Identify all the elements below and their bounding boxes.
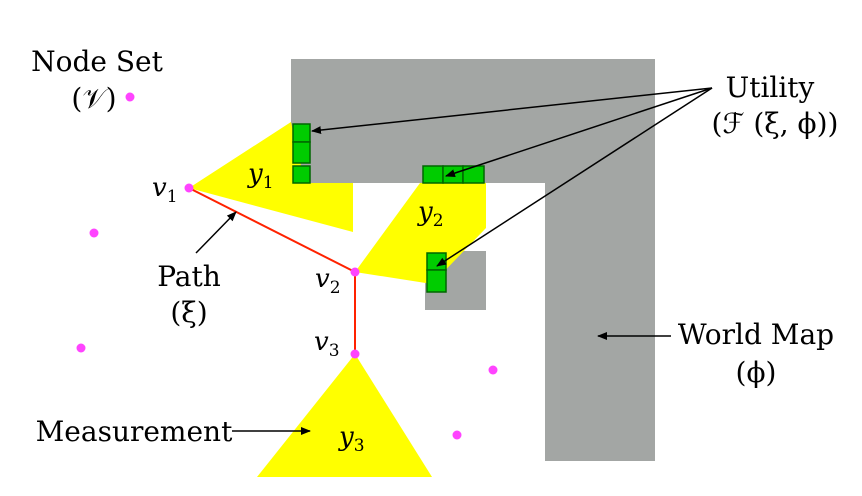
utility-cell — [292, 141, 311, 164]
path-symbol: (ξ) — [170, 296, 207, 329]
measurement-y1-region — [189, 122, 353, 232]
utility-arrow — [445, 87, 713, 177]
node-dot — [452, 430, 462, 440]
node-v3-label: v3 — [314, 327, 340, 361]
measurements — [189, 122, 486, 477]
node-v3-dot — [350, 349, 360, 359]
node-dot — [488, 365, 498, 375]
measurement-label: Measurement — [36, 415, 233, 448]
utility-cell — [426, 269, 447, 293]
node-v1-label: v1 — [152, 173, 178, 207]
arrows — [195, 87, 713, 435]
utility-cell — [442, 165, 464, 184]
node-set-label: Node Set — [31, 45, 164, 78]
path-label: Path — [157, 260, 221, 293]
node-v2-label: v2 — [315, 264, 341, 298]
utility-arrow — [311, 87, 713, 135]
node-v1-dot — [184, 183, 194, 193]
measurement-y2-region — [355, 183, 486, 284]
world-map-label: World Map — [678, 318, 834, 351]
node-dot — [76, 343, 86, 353]
node-dot — [89, 228, 99, 238]
node-set — [76, 92, 498, 440]
world-map-symbol: (ϕ) — [736, 356, 777, 389]
utility-cell — [462, 165, 485, 184]
utility-cell — [292, 165, 311, 184]
utility-cell — [292, 123, 311, 143]
obstacle-l-shape — [291, 59, 655, 461]
utility-label: Utility — [726, 71, 815, 104]
measurement-y1-label: y1 — [247, 159, 274, 193]
measurement-y2-label: y2 — [417, 197, 444, 231]
utility-cell — [422, 165, 444, 184]
utility-cells — [292, 123, 485, 293]
utility-arrow — [436, 87, 713, 267]
node-set-symbol: (𝒱) — [71, 82, 116, 115]
measurement-y3-label: y3 — [338, 422, 365, 456]
path-arrow — [195, 211, 237, 254]
utility-symbol: (ℱ (ξ, ϕ)) — [712, 107, 839, 140]
node-v2-dot — [350, 267, 360, 277]
node-dot — [125, 92, 135, 102]
labels: Node Set (𝒱) Utility (ℱ (ξ, ϕ)) World Ma… — [31, 45, 838, 456]
measurement-y3-region — [257, 354, 432, 477]
